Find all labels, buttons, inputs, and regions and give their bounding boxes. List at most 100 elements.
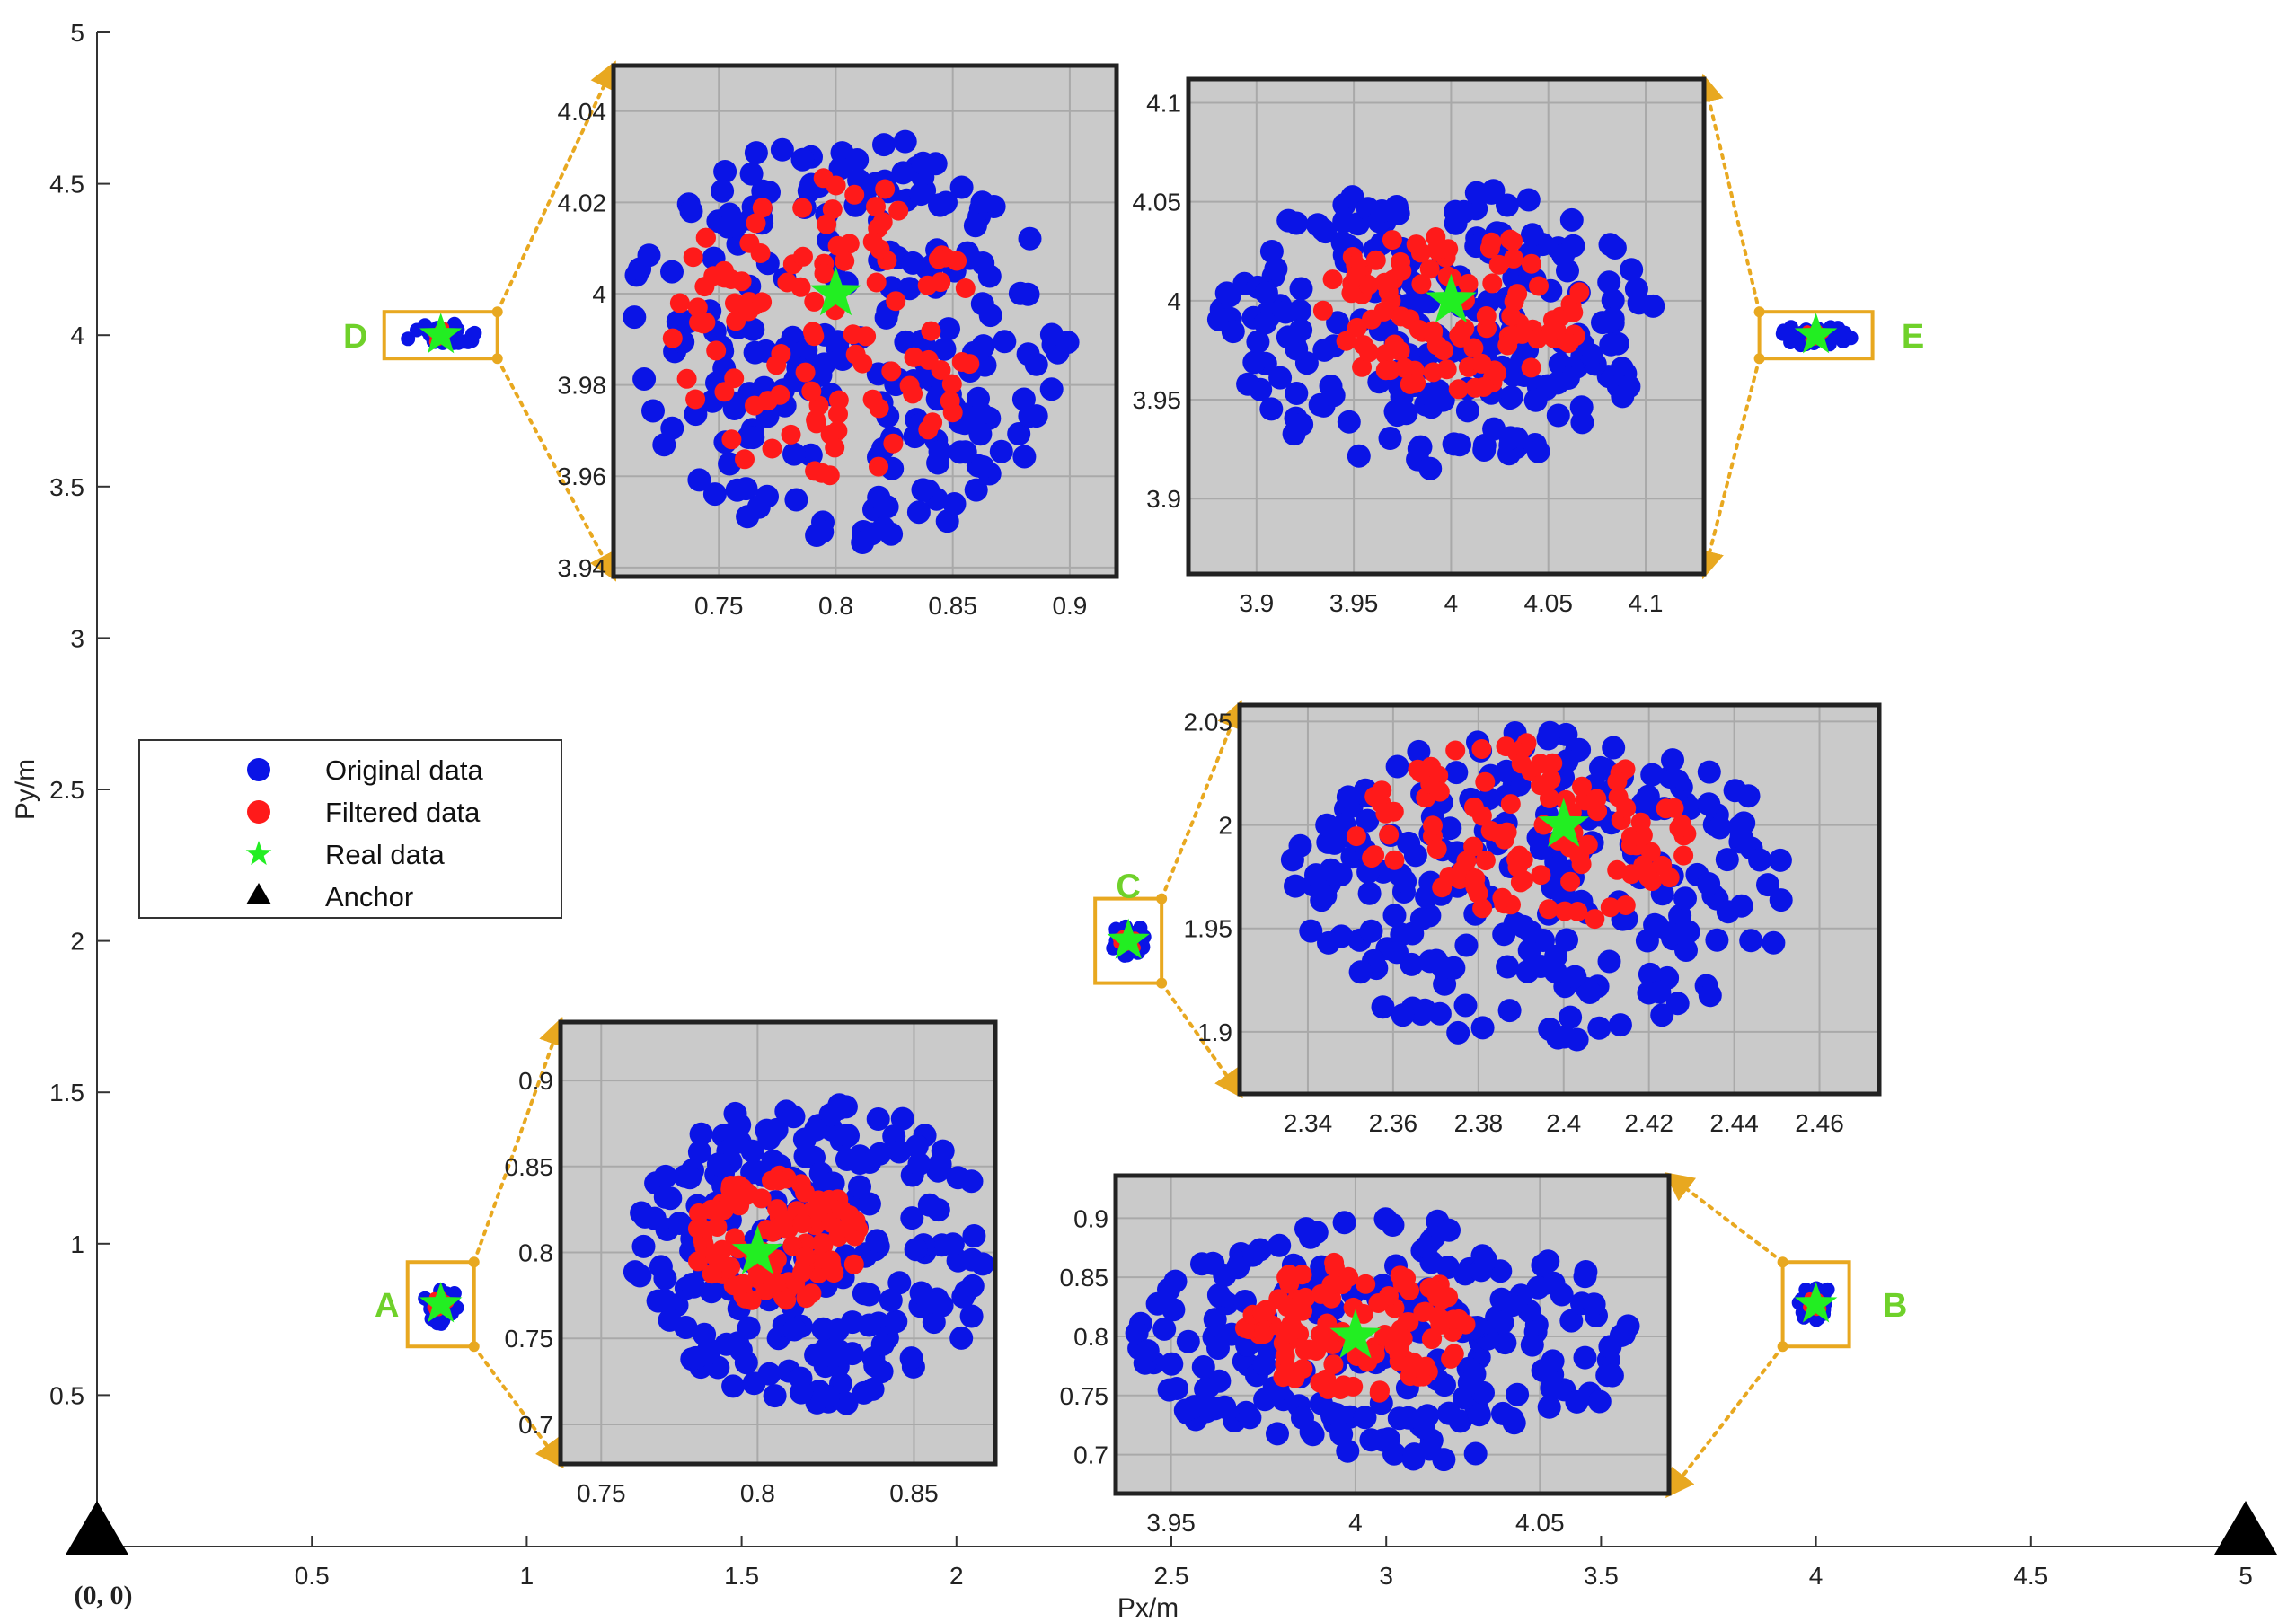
filtered-data-point <box>1638 867 1658 887</box>
filtered-data-point <box>1488 254 1509 275</box>
original-data-point <box>1396 1406 1420 1430</box>
original-data-point <box>790 147 815 172</box>
location-A: A <box>375 1260 476 1349</box>
original-data-point <box>1673 886 1697 911</box>
filtered-data-point <box>1322 269 1343 290</box>
original-data-point <box>713 160 737 183</box>
original-data-point <box>1299 919 1323 943</box>
original-data-point <box>906 500 931 525</box>
original-data-point <box>937 317 960 341</box>
original-data-point <box>1254 281 1278 305</box>
original-data-point <box>804 1343 828 1367</box>
filtered-data-point <box>805 461 826 481</box>
original-data-point <box>960 1274 985 1298</box>
original-data-point <box>911 478 935 502</box>
filtered-data-point <box>1448 379 1469 400</box>
location-real-star <box>1107 918 1150 959</box>
inset-x-tick-label: 0.75 <box>694 592 744 620</box>
original-data-point <box>879 1288 903 1312</box>
original-data-point <box>1498 426 1523 450</box>
filtered-data-point <box>1571 854 1592 875</box>
original-data-point <box>1573 1345 1597 1370</box>
original-data-point <box>1729 894 1753 918</box>
filtered-data-point <box>1346 266 1366 286</box>
filtered-data-point <box>1382 230 1402 251</box>
filtered-data-point <box>1539 899 1559 920</box>
filtered-data-point <box>733 1274 754 1294</box>
real-data-star <box>1329 1309 1382 1359</box>
original-data-point <box>782 1318 807 1342</box>
original-data-point <box>1453 993 1478 1018</box>
original-data-point <box>1163 1269 1188 1293</box>
original-data-point <box>1264 257 1288 281</box>
original-data-point <box>1559 1309 1584 1333</box>
original-data-point <box>711 179 735 203</box>
inset-y-tick-label: 0.7 <box>518 1411 553 1439</box>
filtered-data-point <box>826 175 846 196</box>
filtered-data-point <box>820 1250 841 1271</box>
real-data-star <box>1425 273 1477 323</box>
filtered-data-point <box>706 340 727 361</box>
original-data-point <box>1238 1406 1262 1430</box>
filtered-data-point <box>1374 1325 1395 1344</box>
filtered-data-point <box>1438 239 1459 260</box>
original-data-point <box>923 152 948 176</box>
legend: Original data Filtered data Real data An… <box>138 739 562 919</box>
location-label: A <box>375 1287 399 1325</box>
original-data-point <box>1012 445 1037 469</box>
filtered-data-point <box>1560 871 1581 892</box>
filtered-data-point <box>923 412 943 433</box>
original-data-point <box>1499 385 1523 410</box>
filtered-data-point <box>1311 1325 1331 1344</box>
original-data-point <box>1674 939 1698 962</box>
inset-x-tick-label: 0.9 <box>1052 592 1087 620</box>
original-data-point <box>1500 1293 1523 1318</box>
original-data-point <box>1640 763 1665 787</box>
original-data-point <box>1371 995 1395 1019</box>
filtered-data-point <box>685 389 706 410</box>
original-data-point <box>1268 366 1293 390</box>
filtered-data-point <box>921 321 941 341</box>
filtered-data-point <box>1323 1354 1344 1375</box>
original-data-point <box>742 1371 766 1396</box>
inset-y-tick-label: 3.94 <box>558 554 607 582</box>
original-data-point <box>971 334 995 358</box>
original-data-point <box>740 1160 764 1185</box>
original-data-point <box>1373 1207 1398 1231</box>
original-data-point <box>1201 1251 1225 1275</box>
original-data-point <box>1173 1398 1197 1423</box>
filtered-data-point <box>1369 1382 1390 1403</box>
original-data-point <box>1472 438 1497 462</box>
original-data-point <box>789 1380 813 1405</box>
filtered-data-point <box>1511 754 1532 774</box>
location-highlight-box <box>405 1260 476 1349</box>
original-data-point <box>1454 933 1479 957</box>
inset-C: 2.34 2.36 2.38 2.4 2.42 2.44 2.46 1.9 1.95 2 2.05 <box>1184 702 1882 1137</box>
filtered-data-point <box>1669 818 1690 838</box>
original-data-point <box>962 1224 986 1247</box>
filtered-data-point <box>1365 250 1386 270</box>
location-real-star <box>1794 313 1838 354</box>
filtered-data-point <box>1494 829 1514 850</box>
filtered-data-point <box>1409 320 1429 339</box>
filtered-data-point <box>1500 794 1521 815</box>
original-data-point <box>1661 748 1684 772</box>
filtered-data-point <box>777 272 798 293</box>
original-data-point <box>763 1384 787 1408</box>
filtered-data-point <box>1411 274 1432 295</box>
original-data-point <box>905 1134 929 1159</box>
legend-original-label: Original data <box>325 754 484 786</box>
filtered-data-point <box>1439 867 1460 886</box>
original-data-point <box>1313 884 1338 908</box>
original-data-point <box>857 1313 881 1337</box>
original-data-point <box>1407 739 1431 763</box>
filtered-data-point <box>1426 839 1447 859</box>
original-data-point <box>964 478 988 502</box>
original-data-point <box>1289 277 1313 301</box>
original-data-point <box>899 1346 923 1371</box>
original-data-point <box>1577 981 1602 1004</box>
original-data-point <box>1536 727 1560 751</box>
inset-y-tick-label: 1.95 <box>1184 915 1233 943</box>
original-data-point <box>907 1152 932 1177</box>
original-data-point <box>946 1166 970 1190</box>
